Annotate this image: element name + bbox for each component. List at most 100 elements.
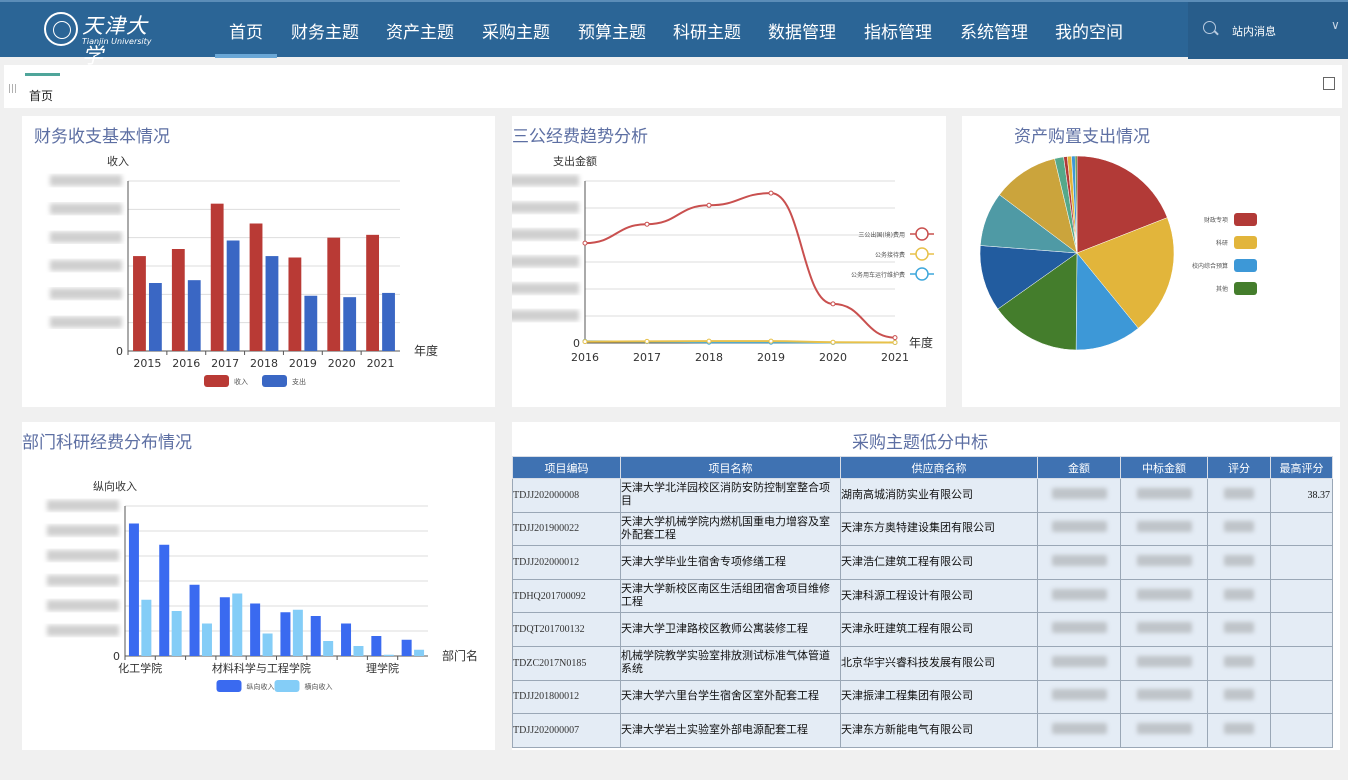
table-row[interactable]: TDHQ201700092 天津大学新校区南区生活组团宿舍项目维修工程 天津科源…	[512, 578, 1333, 614]
table-row[interactable]: TDJJ202000012 天津大学毕业生宿舍专项修缮工程 天津浩仁建筑工程有限…	[512, 545, 1333, 580]
pie-slice[interactable]	[979, 245, 1078, 310]
legend-label: 公务接待费	[875, 251, 905, 259]
chevron-down-icon[interactable]: ∨	[1331, 18, 1340, 32]
nav-item[interactable]: 系统管理	[960, 23, 1028, 43]
nav-item[interactable]: 资产主题	[386, 23, 454, 43]
data-point	[830, 301, 836, 307]
project-code: TDZC2017N0185	[512, 645, 621, 681]
legend-item[interactable]: 科研	[1216, 236, 1257, 249]
nav-item[interactable]: 预算主题	[578, 23, 646, 43]
bar-纵向收入	[310, 616, 321, 656]
university-logo[interactable]: 天津大学 Tianjin University	[44, 10, 169, 68]
pie-slice[interactable]	[1074, 155, 1078, 254]
legend-swatch	[274, 680, 300, 692]
legend-item[interactable]: 其他	[1216, 282, 1257, 295]
legend-item[interactable]: 校内综合预算	[1192, 259, 1257, 272]
project-name: 天津大学卫津路校区教师公寓装修工程	[620, 612, 841, 647]
bar-支出	[148, 283, 162, 351]
procurement-panel: 采购主题低分中标 项目编码 项目名称 供应商名称 金额 中标金额 评分 最高评分 TDJJ2…	[512, 422, 1340, 750]
redacted-y-tick	[507, 283, 579, 294]
bar-横向收入	[353, 646, 364, 656]
site-message-dropdown[interactable]: 站内消息 ∨	[1188, 2, 1348, 59]
column-header[interactable]: 供应商名称	[840, 456, 1038, 479]
nav-item[interactable]: 科研主题	[673, 23, 741, 43]
column-header[interactable]: 项目编码	[512, 456, 621, 479]
table-row[interactable]: TDQT201700132 天津大学卫津路校区教师公寓装修工程 天津永旺建筑工程…	[512, 612, 1333, 647]
score-redacted	[1207, 645, 1271, 681]
table-row[interactable]: TDJJ202000007 天津大学岩土实验室外部电源配套工程 天津东方新能电气…	[512, 713, 1333, 748]
winning-amount-redacted	[1120, 511, 1208, 547]
column-header[interactable]: 最高评分	[1270, 456, 1333, 479]
maximize-icon[interactable]	[1323, 77, 1335, 90]
redacted-y-tick	[50, 288, 122, 300]
x-axis-name: 年度	[909, 335, 933, 350]
redacted-y-tick	[47, 575, 119, 586]
x-tick-label: 材料科学与工程学院	[212, 661, 311, 675]
winning-amount-redacted	[1120, 545, 1208, 580]
legend-item[interactable]: 纵向收入	[216, 680, 275, 692]
column-header[interactable]: 项目名称	[620, 456, 841, 479]
table-row[interactable]: TDJJ201900022 天津大学机械学院内燃机国重电力增容及室外配套工程 天…	[512, 511, 1333, 547]
nav-item[interactable]: 指标管理	[864, 23, 932, 43]
max-score	[1270, 545, 1333, 580]
table-row[interactable]: TDJJ202000008 天津大学北洋园校区消防安防控制室整合项目 湖南高城消…	[512, 478, 1333, 513]
x-tick-label: 2019	[289, 357, 317, 370]
pie-slice[interactable]	[1076, 155, 1168, 254]
column-header[interactable]: 中标金额	[1120, 456, 1208, 479]
redacted-y-tick	[507, 256, 579, 267]
bar-横向收入	[232, 593, 243, 656]
nav-item[interactable]: 财务主题	[291, 23, 359, 43]
project-code: TDQT201700132	[512, 612, 621, 647]
search-icon[interactable]	[1203, 21, 1216, 34]
data-point	[644, 221, 650, 227]
bar-横向收入	[262, 633, 273, 656]
pie-slice[interactable]	[999, 158, 1078, 254]
max-score	[1270, 612, 1333, 647]
legend-item[interactable]: 支出	[262, 375, 306, 387]
legend-item[interactable]: 公务用车运行维护费	[851, 267, 934, 281]
y-axis-name: 纵向收入	[93, 479, 137, 493]
y-tick-label: 0	[573, 337, 580, 350]
data-point	[706, 338, 712, 344]
panel-title: 采购主题低分中标	[852, 433, 988, 453]
pie-slice[interactable]	[1076, 217, 1175, 329]
legend-item[interactable]: 横向收入	[274, 680, 333, 692]
project-name: 天津大学毕业生宿舍专项修缮工程	[620, 545, 841, 580]
legend-item[interactable]: 三公出国(境)费用	[858, 227, 934, 241]
legend-item[interactable]: 公务接待费	[875, 247, 934, 261]
active-nav-indicator	[215, 54, 277, 58]
x-tick-label: 2020	[328, 357, 356, 370]
table-row[interactable]: TDJJ201800012 天津大学六里台学生宿舍区室外配套工程 天津振津工程集…	[512, 679, 1333, 715]
nav-item[interactable]: 我的空间	[1055, 23, 1123, 43]
bar-纵向收入	[250, 603, 261, 656]
tab-home[interactable]: 首页	[29, 89, 54, 103]
bar-纵向收入	[128, 523, 139, 656]
amount-redacted	[1037, 511, 1121, 547]
nav-item[interactable]: 数据管理	[768, 23, 836, 43]
pie-slice[interactable]	[1075, 252, 1139, 351]
nav-item[interactable]: 首页	[229, 23, 263, 43]
x-tick-label: 2020	[819, 351, 847, 364]
x-tick-label: 2017	[633, 351, 661, 364]
data-point	[582, 339, 588, 345]
pie-slice[interactable]	[997, 252, 1078, 351]
tab-bar: ||| 首页	[4, 65, 1342, 108]
column-header[interactable]: 评分	[1207, 456, 1271, 479]
bar-横向收入	[323, 641, 334, 656]
asset-chart-panel: 资产购置支出情况 财政专项 科研 校内综合预算 其他	[962, 116, 1340, 407]
bar-纵向收入	[159, 544, 170, 656]
score-redacted	[1207, 713, 1271, 748]
nav-item[interactable]: 采购主题	[482, 23, 550, 43]
legend-item[interactable]: 财政专项	[1204, 213, 1257, 226]
drag-handle-icon[interactable]: |||	[8, 84, 18, 94]
column-header[interactable]: 金额	[1037, 456, 1121, 479]
table-row[interactable]: TDZC2017N0185 机械学院教学实验室排放测试标准气体管道系统 北京华宇…	[512, 645, 1333, 681]
score-redacted	[1207, 511, 1271, 547]
legend-item[interactable]: 收入	[204, 375, 248, 387]
redacted-y-tick	[507, 202, 579, 213]
x-tick-label: 2021	[367, 357, 395, 370]
amount-redacted	[1037, 713, 1121, 748]
